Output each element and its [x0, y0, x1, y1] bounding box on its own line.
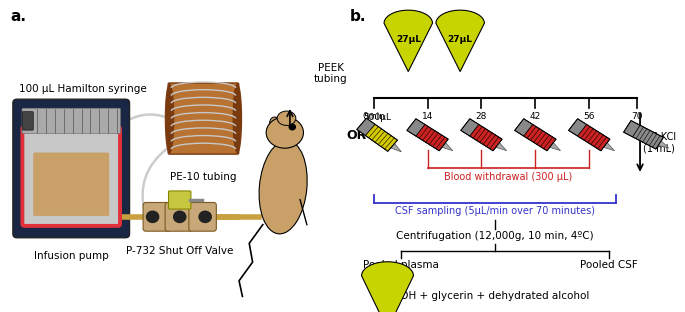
Polygon shape: [496, 143, 507, 151]
Polygon shape: [442, 143, 453, 151]
FancyBboxPatch shape: [13, 99, 129, 238]
Polygon shape: [524, 124, 556, 151]
Polygon shape: [470, 124, 502, 151]
Text: 500μL: 500μL: [363, 113, 391, 122]
Text: OR: OR: [346, 129, 366, 142]
Polygon shape: [633, 125, 663, 149]
Text: 14: 14: [422, 112, 433, 121]
Text: b.: b.: [349, 9, 366, 24]
Text: 28: 28: [476, 112, 487, 121]
Polygon shape: [390, 144, 401, 152]
Ellipse shape: [270, 117, 279, 129]
Polygon shape: [357, 118, 375, 136]
Polygon shape: [461, 119, 479, 136]
Text: 1M KCl
(1 mL): 1M KCl (1 mL): [643, 132, 677, 154]
Polygon shape: [623, 120, 640, 137]
Polygon shape: [658, 141, 669, 148]
FancyBboxPatch shape: [169, 83, 238, 154]
FancyBboxPatch shape: [143, 202, 171, 231]
Polygon shape: [365, 124, 397, 151]
Ellipse shape: [233, 84, 242, 153]
FancyBboxPatch shape: [22, 108, 121, 134]
Text: Pooled plasma: Pooled plasma: [364, 260, 439, 270]
FancyBboxPatch shape: [34, 153, 109, 216]
Text: 27μL: 27μL: [448, 35, 473, 43]
Polygon shape: [362, 262, 414, 312]
FancyBboxPatch shape: [165, 202, 192, 231]
Circle shape: [147, 211, 159, 222]
FancyBboxPatch shape: [189, 202, 216, 231]
Circle shape: [289, 124, 295, 130]
Text: CSF sampling (5μL/min over 70 minutes): CSF sampling (5μL/min over 70 minutes): [395, 206, 595, 216]
Polygon shape: [577, 124, 610, 151]
Polygon shape: [514, 119, 533, 136]
Text: 27μL: 27μL: [396, 35, 421, 43]
Polygon shape: [549, 143, 560, 151]
Ellipse shape: [259, 140, 307, 234]
Circle shape: [173, 211, 186, 222]
FancyBboxPatch shape: [23, 127, 120, 226]
Text: Pooled CSF: Pooled CSF: [580, 260, 638, 270]
Text: Infusion pump: Infusion pump: [34, 251, 109, 261]
Text: PEEK
tubing: PEEK tubing: [314, 63, 347, 84]
FancyBboxPatch shape: [23, 112, 34, 130]
Polygon shape: [407, 119, 425, 136]
Polygon shape: [436, 10, 484, 71]
Ellipse shape: [277, 111, 296, 125]
Text: PE-10 tubing: PE-10 tubing: [170, 172, 237, 182]
Text: Blood withdrawal (300 μL): Blood withdrawal (300 μL): [445, 172, 573, 182]
Text: Centrifugation (12,000g, 10 min, 4ºC): Centrifugation (12,000g, 10 min, 4ºC): [396, 231, 594, 241]
Circle shape: [199, 211, 211, 222]
Text: 42: 42: [530, 112, 541, 121]
Text: POH + glycerin + dehydrated alcohol: POH + glycerin + dehydrated alcohol: [394, 291, 589, 301]
Ellipse shape: [165, 84, 174, 153]
Text: P-732 Shut Off Valve: P-732 Shut Off Valve: [126, 246, 234, 256]
Text: 100 μL Hamilton syringe: 100 μL Hamilton syringe: [18, 84, 147, 94]
Text: 70: 70: [631, 112, 643, 121]
FancyBboxPatch shape: [169, 191, 191, 209]
Ellipse shape: [266, 117, 303, 148]
Text: a.: a.: [10, 9, 26, 24]
Text: 56: 56: [584, 112, 595, 121]
Polygon shape: [603, 143, 614, 151]
Polygon shape: [384, 10, 432, 71]
Polygon shape: [569, 119, 586, 136]
Text: 0min: 0min: [362, 112, 385, 121]
Polygon shape: [416, 124, 448, 151]
